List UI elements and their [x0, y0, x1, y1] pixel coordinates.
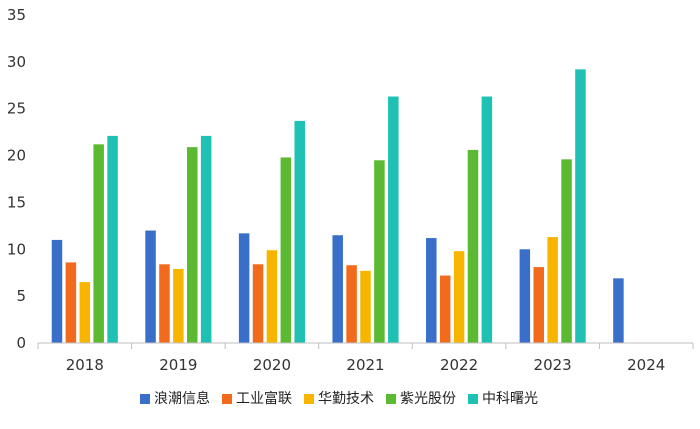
legend-swatch — [140, 394, 150, 404]
legend-label: 紫光股份 — [400, 391, 456, 407]
y-tick-label: 20 — [7, 147, 26, 165]
bar — [439, 275, 451, 343]
bar — [426, 238, 437, 343]
bar — [159, 264, 170, 343]
bar — [360, 270, 371, 343]
bar — [65, 262, 77, 343]
y-tick-label: 0 — [16, 334, 26, 352]
legend-label: 浪潮信息 — [154, 390, 210, 407]
legend-label: 中科曙光 — [482, 391, 538, 407]
bar — [613, 278, 624, 343]
bar — [519, 249, 531, 343]
y-tick-label: 30 — [7, 53, 26, 71]
legend: 浪潮信息 工业富联 华勤技术 紫光股份 中科曙光 — [140, 390, 538, 407]
bar — [575, 69, 586, 344]
y-tick-label: 35 — [7, 6, 26, 24]
legend-swatch — [304, 394, 314, 404]
bar — [79, 282, 91, 343]
legend-swatch — [386, 394, 396, 404]
bar — [467, 149, 479, 343]
x-tick-label: 2020 — [253, 356, 291, 374]
bar — [266, 250, 278, 343]
x-tick-label: 2023 — [534, 356, 572, 374]
y-tick-label: 15 — [7, 193, 26, 211]
bar — [200, 135, 212, 343]
y-tick-label: 25 — [7, 100, 26, 118]
x-tick-label: 2018 — [66, 356, 104, 374]
bar — [332, 235, 343, 343]
x-tick-label: 2024 — [627, 356, 665, 374]
legend-swatch — [468, 394, 478, 404]
bar — [173, 268, 184, 343]
bar — [187, 147, 198, 343]
bar — [453, 251, 465, 343]
bar — [145, 230, 156, 343]
legend-label: 工业富联 — [236, 390, 292, 407]
bar — [294, 120, 305, 343]
bar — [238, 233, 250, 343]
y-tick-label: 10 — [7, 240, 26, 258]
bar-area — [51, 69, 624, 344]
bar — [547, 237, 558, 343]
bar — [346, 265, 357, 343]
bar — [252, 264, 264, 343]
x-tick-label: 2019 — [159, 356, 197, 374]
bar — [533, 267, 544, 343]
bar — [107, 135, 118, 343]
bar — [374, 160, 385, 343]
x-axis: 2018 2019 2020 2021 2022 2023 2024 — [37, 342, 694, 374]
bar — [51, 239, 63, 343]
bar — [93, 144, 104, 343]
y-axis: 0 5 10 15 20 25 30 35 — [7, 6, 26, 352]
x-tick-label: 2021 — [346, 356, 384, 374]
legend-label: 华勤技术 — [318, 391, 374, 407]
bar — [280, 157, 292, 343]
bar — [481, 96, 493, 343]
x-tick-label: 2022 — [440, 356, 478, 374]
y-tick-label: 5 — [16, 287, 26, 305]
bar — [561, 159, 572, 343]
legend-swatch — [222, 394, 232, 404]
bar — [388, 96, 399, 343]
